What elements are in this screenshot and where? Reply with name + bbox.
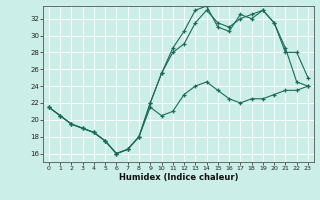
X-axis label: Humidex (Indice chaleur): Humidex (Indice chaleur) — [119, 173, 238, 182]
